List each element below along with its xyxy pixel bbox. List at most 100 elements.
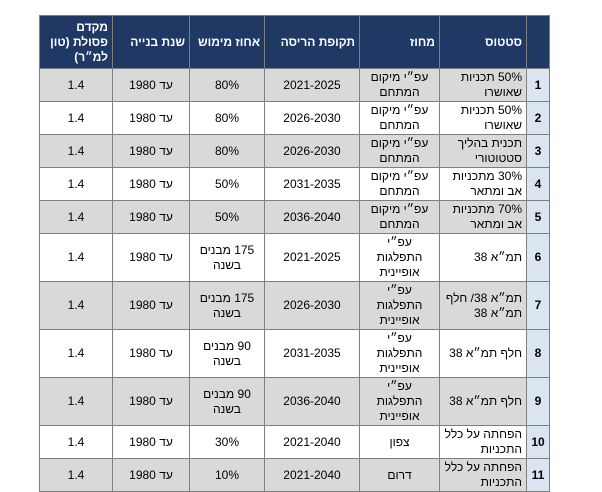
row-index: 3	[526, 134, 550, 168]
table-cell: 2036-2040	[264, 377, 360, 426]
table: סטטוס מחוז תקופת הריסה אחוז מימוש שנת בנייה מ…	[39, 15, 550, 492]
row-index: 11	[526, 458, 550, 492]
row-index: 4	[526, 167, 550, 201]
table-cell: 2021-2025	[264, 233, 360, 282]
table-cell: 2021-2040	[264, 458, 360, 492]
table-cell: עד 1980	[112, 458, 190, 492]
table-cell: 10%	[189, 458, 265, 492]
table-cell: 80%	[189, 68, 265, 102]
column-header: אחוז מימוש	[189, 15, 265, 69]
table-cell: עפ״י מיקום המתחם	[359, 134, 440, 168]
row-index: 6	[526, 233, 550, 282]
table-cell: עפ״י מיקום המתחם	[359, 101, 440, 135]
table-row: 4 30% מתכניות אב ומתאר עפ״י מיקום המתחם 203…	[39, 167, 550, 201]
table-row: 3 תכנית בהליך סטטוטורי עפ״י מיקום המתחם 202…	[39, 134, 550, 168]
table-cell: עד 1980	[112, 377, 190, 426]
table-cell: הפחתה על כלל התכניות	[439, 425, 527, 459]
table-cell: 50% תכניות שאושרו	[439, 101, 527, 135]
table-row: 2 50% תכניות שאושרו עפ״י מיקום המתחם 2026-2…	[39, 101, 550, 135]
table-cell: 1.4	[39, 425, 113, 459]
table-cell: עפ״י מיקום המתחם	[359, 167, 440, 201]
table-cell: עד 1980	[112, 233, 190, 282]
table-cell: 90 מבנים בשנה	[189, 329, 265, 378]
table-cell: חלף תמ״א 38	[439, 377, 527, 426]
table-cell: 1.4	[39, 281, 113, 330]
table-cell: עפ״י התפלגות אופיינית	[359, 233, 440, 282]
table-row: 9 חלף תמ״א 38 עפ״י התפלגות אופיינית 2036-20…	[39, 377, 550, 426]
row-index: 8	[526, 329, 550, 378]
table-cell: 1.4	[39, 329, 113, 378]
table-cell: עפ״י מיקום המתחם	[359, 200, 440, 234]
table-cell: 80%	[189, 134, 265, 168]
table-cell: תמ״א 38	[439, 233, 527, 282]
table-cell: 175 מבנים בשנה	[189, 233, 265, 282]
table-cell: עד 1980	[112, 167, 190, 201]
column-header: שנת בנייה	[112, 15, 190, 69]
header-row: סטטוס מחוז תקופת הריסה אחוז מימוש שנת בנייה מ…	[39, 15, 550, 69]
row-index: 5	[526, 200, 550, 234]
table-cell: 2021-2040	[264, 425, 360, 459]
table-cell: עד 1980	[112, 329, 190, 378]
table-cell: עד 1980	[112, 68, 190, 102]
row-index: 7	[526, 281, 550, 330]
table-cell: 175 מבנים בשנה	[189, 281, 265, 330]
table-row: 1 50% תכניות שאושרו עפ״י מיקום המתחם 2021-2…	[39, 68, 550, 102]
table-cell: 1.4	[39, 200, 113, 234]
table-cell: תמ״א 38/ חלף תמ״א 38	[439, 281, 527, 330]
table-cell: חלף תמ״א 38	[439, 329, 527, 378]
table-row: 10 הפחתה על כלל התכניות צפון 2021-2040 30% עד…	[39, 425, 550, 459]
table-cell: עפ״י מיקום המתחם	[359, 68, 440, 102]
table-cell: עפ״י התפלגות אופיינית	[359, 329, 440, 378]
table-cell: 2031-2035	[264, 167, 360, 201]
table-cell: תכנית בהליך סטטוטורי	[439, 134, 527, 168]
table-cell: עד 1980	[112, 134, 190, 168]
table-row: 7 תמ״א 38/ חלף תמ״א 38 עפ״י התפלגות אופיינ…	[39, 281, 550, 330]
table-cell: 1.4	[39, 68, 113, 102]
row-index: 10	[526, 425, 550, 459]
column-header: מקדם פסולת (טון למ״ר)	[39, 15, 113, 69]
column-header: תקופת הריסה	[264, 15, 360, 69]
table-row: 8 חלף תמ״א 38 עפ״י התפלגות אופיינית 2031-20…	[39, 329, 550, 378]
table-cell: 1.4	[39, 458, 113, 492]
table-cell: 2026-2030	[264, 281, 360, 330]
page: {"table": { "headers": ["סטטוס", "מחוז",…	[39, 15, 550, 492]
table-cell: 2031-2035	[264, 329, 360, 378]
table-cell: עד 1980	[112, 281, 190, 330]
table-cell: עד 1980	[112, 200, 190, 234]
index-header	[526, 15, 550, 69]
row-index: 1	[526, 68, 550, 102]
table-cell: עד 1980	[112, 101, 190, 135]
table-row: 5 70% מתכניות אב ומתאר עפ״י מיקום המתחם 203…	[39, 200, 550, 234]
table-cell: 70% מתכניות אב ומתאר	[439, 200, 527, 234]
column-header: מחוז	[359, 15, 440, 69]
table-cell: 1.4	[39, 377, 113, 426]
table-cell: דרום	[359, 458, 440, 492]
table-cell: 2026-2030	[264, 101, 360, 135]
table-cell: 2026-2030	[264, 134, 360, 168]
table-row: 11 הפחתה על כלל התכניות דרום 2021-2040 10% עד…	[39, 458, 550, 492]
table-cell: 30%	[189, 425, 265, 459]
table-cell: 1.4	[39, 167, 113, 201]
table-cell: צפון	[359, 425, 440, 459]
table-cell: 50%	[189, 167, 265, 201]
table-cell: עפ״י התפלגות אופיינית	[359, 281, 440, 330]
table-cell: 90 מבנים בשנה	[189, 377, 265, 426]
table-cell: 1.4	[39, 134, 113, 168]
table-cell: 50% תכניות שאושרו	[439, 68, 527, 102]
table-body: 1 50% תכניות שאושרו עפ״י מיקום המתחם 2021-2…	[39, 68, 550, 492]
row-index: 2	[526, 101, 550, 135]
column-header: סטטוס	[439, 15, 527, 69]
table-cell: 30% מתכניות אב ומתאר	[439, 167, 527, 201]
table-cell: 2021-2025	[264, 68, 360, 102]
table-cell: 2036-2040	[264, 200, 360, 234]
table-cell: 1.4	[39, 233, 113, 282]
table-cell: 1.4	[39, 101, 113, 135]
row-index: 9	[526, 377, 550, 426]
table-row: 6 תמ״א 38 עפ״י התפלגות אופיינית 2021-2025 17…	[39, 233, 550, 282]
table-cell: 80%	[189, 101, 265, 135]
table-cell: עד 1980	[112, 425, 190, 459]
table-cell: 50%	[189, 200, 265, 234]
table-cell: הפחתה על כלל התכניות	[439, 458, 527, 492]
table-wrapper: סטטוס מחוז תקופת הריסה אחוז מימוש שנת בנייה מ…	[39, 15, 550, 492]
table-cell: עפ״י התפלגות אופיינית	[359, 377, 440, 426]
